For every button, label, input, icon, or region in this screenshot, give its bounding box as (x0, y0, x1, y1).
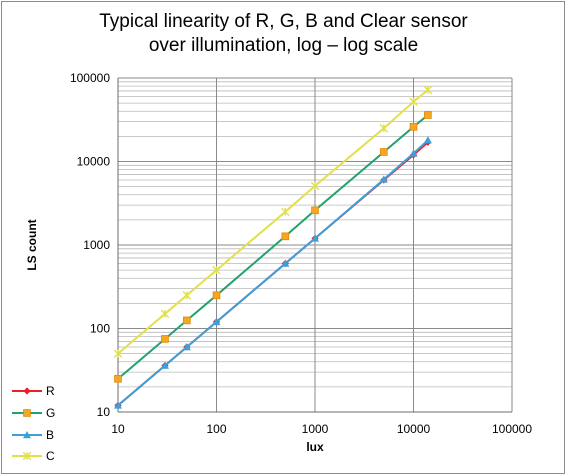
data-point-marker (22, 451, 32, 461)
data-point-marker (161, 335, 169, 343)
legend-label: R (46, 384, 55, 398)
data-point-marker (114, 401, 122, 409)
legend-label: C (46, 449, 55, 463)
legend-label: G (46, 406, 55, 420)
data-point-marker (281, 232, 290, 241)
y-axis-label: LS count (25, 219, 39, 270)
data-point-marker (311, 234, 319, 242)
data-point-marker (379, 175, 388, 183)
series-C (113, 85, 433, 358)
data-point-marker (114, 374, 122, 383)
y-tick-label: 100 (90, 322, 110, 336)
x-tick-label: 10 (111, 422, 125, 436)
data-point-marker (423, 85, 433, 95)
data-point-marker (423, 136, 432, 144)
data-series (113, 85, 433, 409)
data-point-marker (23, 409, 31, 417)
y-tick-label: 10000 (77, 155, 111, 169)
x-tick-label: 1000 (302, 422, 329, 436)
data-point-marker (409, 123, 418, 131)
chart-title: Typical linearity of R, G, B and Clear s… (0, 10, 567, 58)
x-tick-label: 100000 (492, 422, 532, 436)
data-point-marker (182, 343, 191, 351)
y-tick-label: 100000 (70, 71, 110, 85)
y-tick-label: 10 (97, 405, 111, 419)
grid-lines (117, 77, 513, 413)
tick-labels: 10 100 1000 10000 100000 100000 10000 1000 100 10 (70, 71, 532, 436)
series-G (114, 111, 432, 383)
data-point-marker (23, 431, 31, 439)
legend-label: B (46, 428, 54, 442)
legend-item-B: B (12, 428, 54, 442)
data-point-marker (379, 123, 389, 133)
y-tick-label: 1000 (83, 238, 110, 252)
x-axis-label: lux (306, 440, 324, 454)
data-point-marker (409, 97, 418, 107)
data-point-marker (183, 316, 191, 325)
data-point-marker (424, 111, 432, 119)
data-point-marker (23, 387, 31, 395)
data-point-marker (409, 149, 418, 157)
data-point-marker (310, 181, 320, 191)
data-point-marker (212, 291, 221, 300)
x-tick-label: 10000 (397, 422, 431, 436)
chart-title-line-1: Typical linearity of R, G, B and Clear s… (99, 11, 468, 32)
data-point-marker (160, 361, 169, 369)
data-point-marker (113, 349, 123, 358)
data-point-marker (281, 259, 290, 267)
chart-title-line-2: over illumination, log – log scale (148, 35, 419, 56)
legend-item-G: G (12, 406, 55, 420)
legend-item-R: R (12, 384, 55, 398)
data-point-marker (160, 309, 170, 319)
legend-item-C: C (12, 449, 55, 463)
data-point-marker (380, 148, 388, 156)
data-point-marker (311, 206, 319, 215)
data-point-marker (281, 207, 290, 217)
data-point-marker (212, 265, 221, 275)
data-point-marker (182, 290, 192, 300)
x-tick-label: 100 (206, 422, 226, 436)
data-point-marker (212, 317, 221, 326)
series-B (114, 136, 432, 409)
